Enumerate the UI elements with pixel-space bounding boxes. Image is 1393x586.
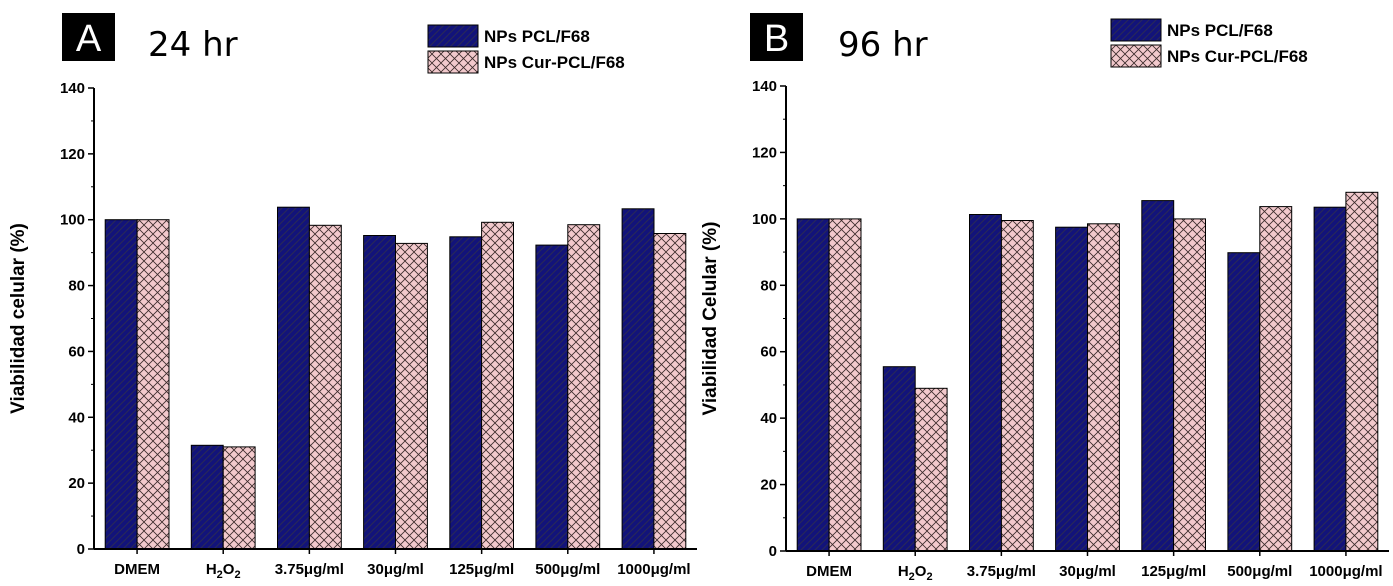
bar-cur-6: [653, 233, 687, 550]
x-tick-label: 125μg/ml: [1141, 563, 1206, 580]
bar-cur-0: [828, 218, 862, 552]
bar-pcl-2: [969, 214, 1002, 552]
bar-pcl-6: [621, 208, 655, 550]
legend-label: NPs Cur-PCL/F68: [484, 53, 625, 72]
bar-pcl-3: [363, 235, 397, 550]
legend-swatch: [427, 50, 479, 74]
bar-cur-4: [1173, 218, 1206, 552]
panel-badge: [750, 13, 803, 61]
x-tick-label: 3.75μg/ml: [275, 561, 344, 578]
bar-cur-1: [914, 387, 948, 552]
x-tick-label: 3.75μg/ml: [967, 563, 1036, 580]
y-tick-label: 0: [77, 541, 85, 558]
y-tick-label: 140: [752, 78, 777, 95]
legend-swatch: [1110, 44, 1162, 68]
x-tick-label: DMEM: [806, 563, 852, 580]
y-tick-label: 60: [760, 344, 777, 361]
bar-pcl-0: [104, 219, 138, 550]
bar-cur-2: [308, 224, 342, 550]
bar-pcl-5: [535, 244, 569, 550]
bar-cur-5: [567, 224, 601, 550]
x-tick-label: H2O2: [898, 563, 933, 583]
bar-pcl-4: [1141, 200, 1175, 552]
y-tick-label: 40: [68, 409, 85, 426]
x-tick-label: 30μg/ml: [1059, 563, 1116, 580]
panel-time-label: 96 hr: [838, 25, 928, 65]
legend: NPs PCL/F68 NPs Cur-PCL/F68: [427, 24, 625, 74]
y-tick-label: 80: [68, 278, 85, 295]
y-tick-label: 100: [60, 212, 85, 229]
legend-label: NPs PCL/F68: [1167, 21, 1273, 40]
y-axis-title: Viabilidad celular (%): [8, 223, 29, 414]
legend-label: NPs Cur-PCL/F68: [1167, 47, 1308, 66]
bar-pcl-4: [449, 236, 483, 550]
y-tick-label: 0: [769, 543, 777, 560]
bar-cur-0: [136, 219, 170, 550]
panel-time-label: 24 hr: [148, 25, 238, 65]
x-tick-label: 500μg/ml: [535, 561, 600, 578]
legend-swatch: [427, 24, 479, 48]
y-tick-label: 120: [752, 144, 777, 161]
bar-pcl-5: [1227, 252, 1261, 552]
legend-swatch: [1110, 18, 1162, 42]
bar-pcl-1: [190, 444, 224, 550]
y-tick-label: 80: [760, 277, 777, 294]
y-tick-label: 60: [68, 343, 85, 360]
x-tick-label: 1000μg/ml: [1309, 563, 1382, 580]
panel-letter: A: [76, 18, 102, 60]
x-tick-label: 30μg/ml: [367, 561, 424, 578]
bar-pcl-3: [1055, 226, 1088, 552]
legend-label: NPs PCL/F68: [484, 27, 590, 46]
x-tick-label: DMEM: [114, 561, 160, 578]
y-tick-label: 20: [68, 475, 85, 492]
panel-letter: B: [764, 18, 789, 60]
bar-cur-1: [222, 446, 256, 550]
bar-pcl-1: [882, 366, 916, 552]
panel-a-chart: A 24 hr 0 20 40 60 80 100 120 140 DMEM H2O2 3.75μg/m…: [8, 13, 697, 581]
panel-b-chart: B 96 hr 0 20 40 60 80 100 120 140 DMEM H2O2 3.75μg/m…: [700, 13, 1389, 583]
bar-cur-5: [1259, 206, 1293, 552]
x-tick-label: 125μg/ml: [449, 561, 514, 578]
y-tick-label: 20: [760, 477, 777, 494]
bar-cur-2: [1000, 220, 1034, 552]
bar-cur-6: [1345, 191, 1379, 552]
y-axis-title: Viabilidad Celular (%): [700, 222, 721, 416]
y-tick-label: 140: [60, 80, 85, 97]
panel-badge: [62, 13, 115, 61]
bar-pcl-2: [277, 206, 310, 550]
x-tick-label: 1000μg/ml: [617, 561, 690, 578]
legend: NPs PCL/F68 NPs Cur-PCL/F68: [1110, 18, 1308, 68]
bar-pcl-0: [796, 218, 830, 552]
y-tick-label: 100: [752, 211, 777, 228]
x-tick-label: H2O2: [206, 561, 241, 581]
bar-pcl-6: [1313, 206, 1347, 552]
y-tick-label: 120: [60, 146, 85, 163]
bar-cur-4: [481, 221, 515, 550]
bar-cur-3: [1087, 223, 1120, 552]
x-tick-label: 500μg/ml: [1227, 563, 1292, 580]
bar-cur-3: [395, 242, 428, 550]
y-tick-label: 40: [760, 410, 777, 427]
